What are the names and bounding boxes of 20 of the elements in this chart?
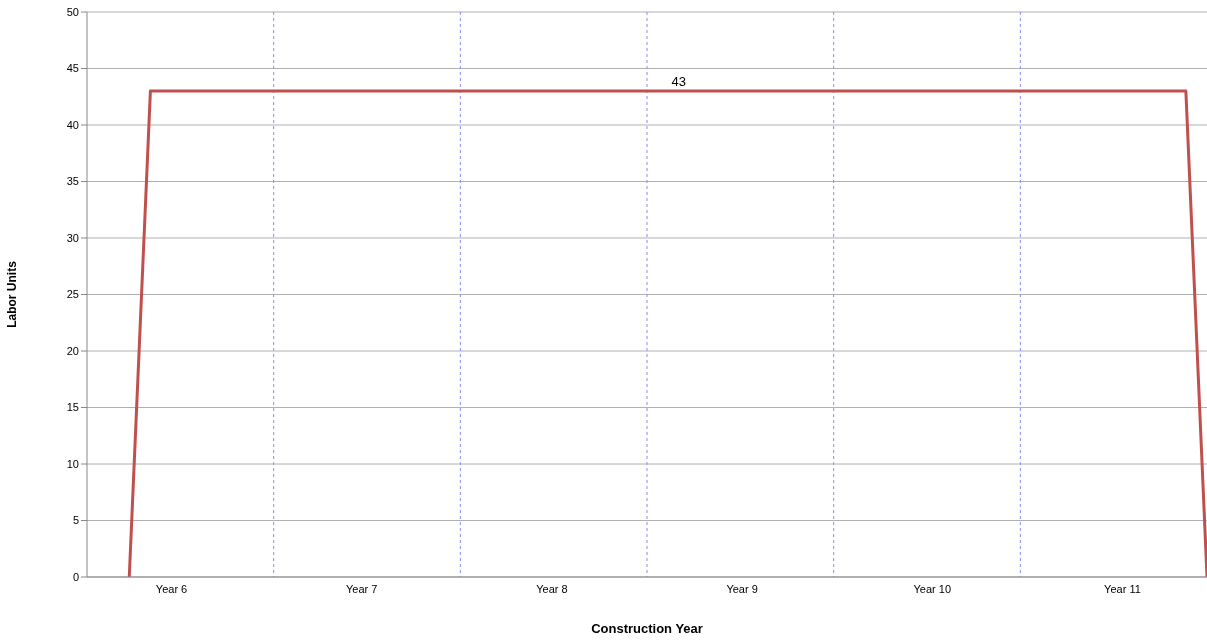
y-tick-label: 5 xyxy=(72,514,79,527)
y-tick-label: 25 xyxy=(66,288,79,301)
y-tick-label: 30 xyxy=(66,231,79,244)
y-tick-label: 50 xyxy=(66,5,79,18)
x-tick-label: Year 7 xyxy=(346,582,378,595)
x-tick-label: Year 10 xyxy=(913,582,952,595)
data-label: 43 xyxy=(671,74,686,90)
x-tick-label: Year 8 xyxy=(536,582,568,595)
y-tick-label: 40 xyxy=(66,118,79,131)
y-tick-label: 15 xyxy=(66,401,79,414)
y-tick-label: 20 xyxy=(66,344,79,357)
x-axis-title: Construction Year xyxy=(591,621,703,636)
y-tick-label: 10 xyxy=(66,457,79,470)
y-tick-label: 0 xyxy=(72,570,79,583)
x-tick-label: Year 9 xyxy=(726,582,758,595)
x-tick-label: Year 11 xyxy=(1104,582,1141,595)
y-axis-title: Labor Units xyxy=(5,260,20,328)
y-tick-label: 35 xyxy=(66,175,79,188)
y-tick-label: 45 xyxy=(66,62,79,75)
x-tick-label: Year 6 xyxy=(155,582,188,595)
